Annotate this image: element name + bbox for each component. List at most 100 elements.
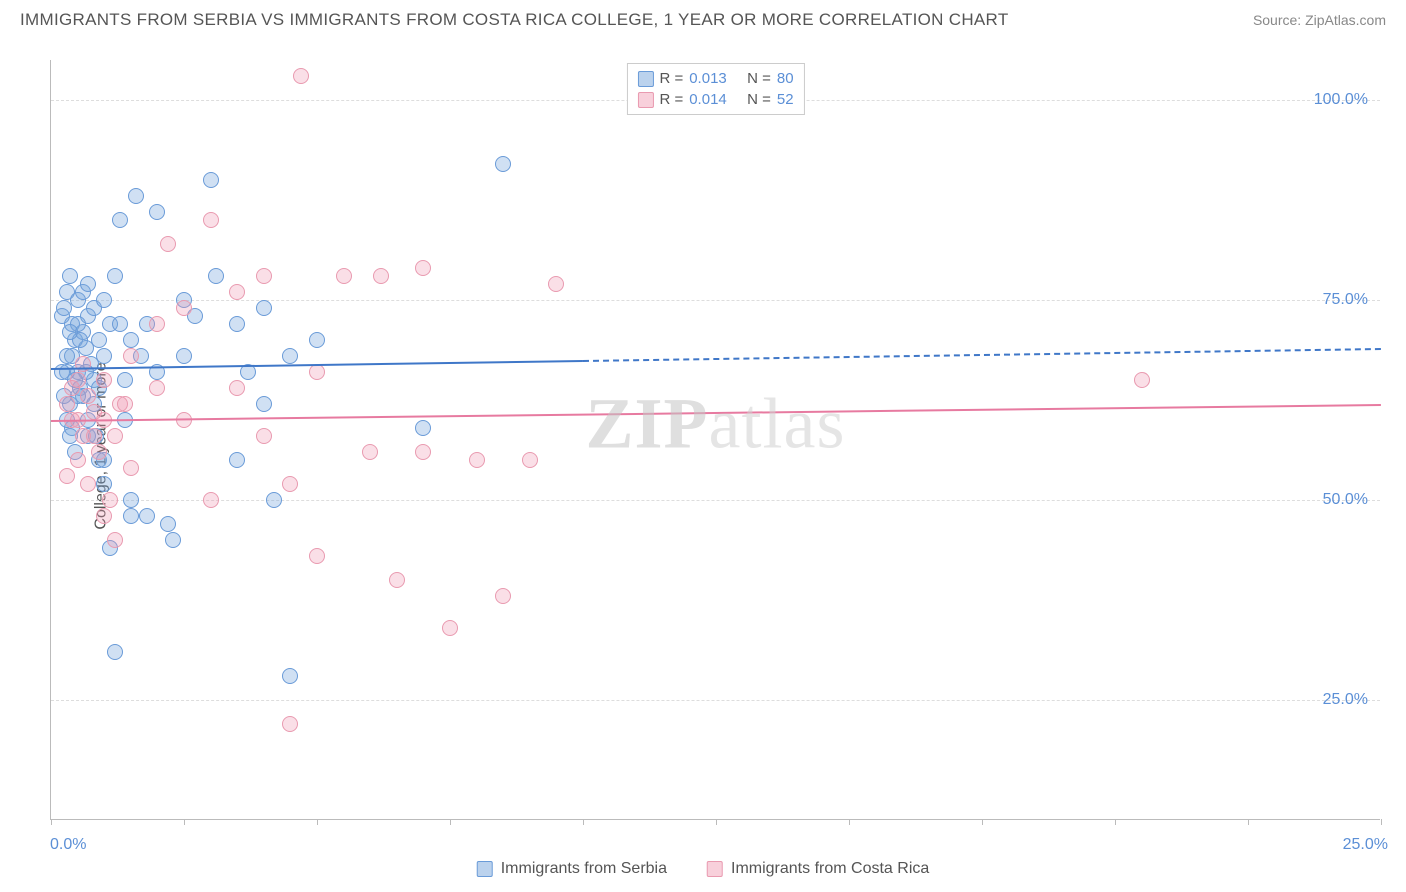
swatch-pink-icon: [707, 861, 723, 877]
data-point: [139, 508, 155, 524]
data-point: [176, 348, 192, 364]
y-tick-label: 50.0%: [1323, 491, 1368, 509]
data-point: [123, 508, 139, 524]
x-tick: [317, 819, 318, 825]
data-point: [495, 156, 511, 172]
data-point: [107, 532, 123, 548]
data-point: [91, 332, 107, 348]
gridline-h: [51, 700, 1380, 701]
x-tick: [583, 819, 584, 825]
data-point: [149, 316, 165, 332]
data-point: [91, 444, 107, 460]
x-tick: [450, 819, 451, 825]
data-point: [86, 428, 102, 444]
data-point: [522, 452, 538, 468]
x-tick: [982, 819, 983, 825]
watermark: ZIPatlas: [586, 383, 846, 466]
data-point: [266, 492, 282, 508]
data-point: [373, 268, 389, 284]
x-tick: [1381, 819, 1382, 825]
data-point: [149, 204, 165, 220]
data-point: [336, 268, 352, 284]
data-point: [123, 460, 139, 476]
data-point: [362, 444, 378, 460]
gridline-h: [51, 300, 1380, 301]
data-point: [229, 316, 245, 332]
correlation-legend: R = 0.013 N = 80 R = 0.014 N = 52: [626, 63, 804, 115]
data-point: [1134, 372, 1150, 388]
x-tick: [849, 819, 850, 825]
data-point: [309, 364, 325, 380]
data-point: [282, 716, 298, 732]
data-point: [293, 68, 309, 84]
data-point: [165, 532, 181, 548]
data-point: [96, 348, 112, 364]
data-point: [62, 268, 78, 284]
data-point: [59, 396, 75, 412]
data-point: [149, 380, 165, 396]
swatch-pink-icon: [637, 92, 653, 108]
data-point: [389, 572, 405, 588]
data-point: [282, 348, 298, 364]
data-point: [112, 316, 128, 332]
data-point: [229, 380, 245, 396]
data-point: [256, 300, 272, 316]
x-tick: [51, 819, 52, 825]
legend-item-serbia: Immigrants from Serbia: [477, 860, 667, 878]
data-point: [70, 452, 86, 468]
data-point: [117, 372, 133, 388]
data-point: [59, 468, 75, 484]
data-point: [203, 172, 219, 188]
data-point: [282, 668, 298, 684]
data-point: [107, 268, 123, 284]
chart-title: IMMIGRANTS FROM SERBIA VS IMMIGRANTS FRO…: [20, 10, 1009, 30]
swatch-blue-icon: [637, 71, 653, 87]
data-point: [229, 452, 245, 468]
swatch-blue-icon: [477, 861, 493, 877]
data-point: [96, 476, 112, 492]
data-point: [282, 476, 298, 492]
x-tick: [716, 819, 717, 825]
data-point: [102, 492, 118, 508]
data-point: [229, 284, 245, 300]
data-point: [123, 332, 139, 348]
data-point: [80, 276, 96, 292]
data-point: [495, 588, 511, 604]
data-point: [415, 444, 431, 460]
source-label: Source: ZipAtlas.com: [1253, 12, 1386, 28]
y-tick-label: 75.0%: [1323, 291, 1368, 309]
data-point: [123, 348, 139, 364]
data-point: [107, 644, 123, 660]
data-point: [112, 212, 128, 228]
data-point: [96, 292, 112, 308]
y-tick-label: 100.0%: [1314, 91, 1368, 109]
data-point: [469, 452, 485, 468]
data-point: [128, 188, 144, 204]
data-point: [203, 212, 219, 228]
data-point: [256, 396, 272, 412]
data-point: [415, 420, 431, 436]
trend-line: [583, 348, 1381, 362]
x-tick: [1115, 819, 1116, 825]
data-point: [309, 332, 325, 348]
data-point: [59, 348, 75, 364]
x-tick-label: 0.0%: [50, 836, 86, 854]
data-point: [80, 476, 96, 492]
legend-row-serbia: R = 0.013 N = 80: [637, 68, 793, 89]
data-point: [309, 548, 325, 564]
data-point: [96, 372, 112, 388]
data-point: [62, 324, 78, 340]
data-point: [208, 268, 224, 284]
data-point: [160, 516, 176, 532]
y-tick-label: 25.0%: [1323, 691, 1368, 709]
scatter-chart: ZIPatlas R = 0.013 N = 80 R = 0.014 N = …: [50, 60, 1380, 820]
data-point: [176, 300, 192, 316]
gridline-h: [51, 500, 1380, 501]
data-point: [70, 372, 86, 388]
data-point: [203, 492, 219, 508]
data-point: [96, 508, 112, 524]
data-point: [256, 428, 272, 444]
trend-line: [51, 404, 1381, 422]
data-point: [415, 260, 431, 276]
legend-item-costarica: Immigrants from Costa Rica: [707, 860, 929, 878]
